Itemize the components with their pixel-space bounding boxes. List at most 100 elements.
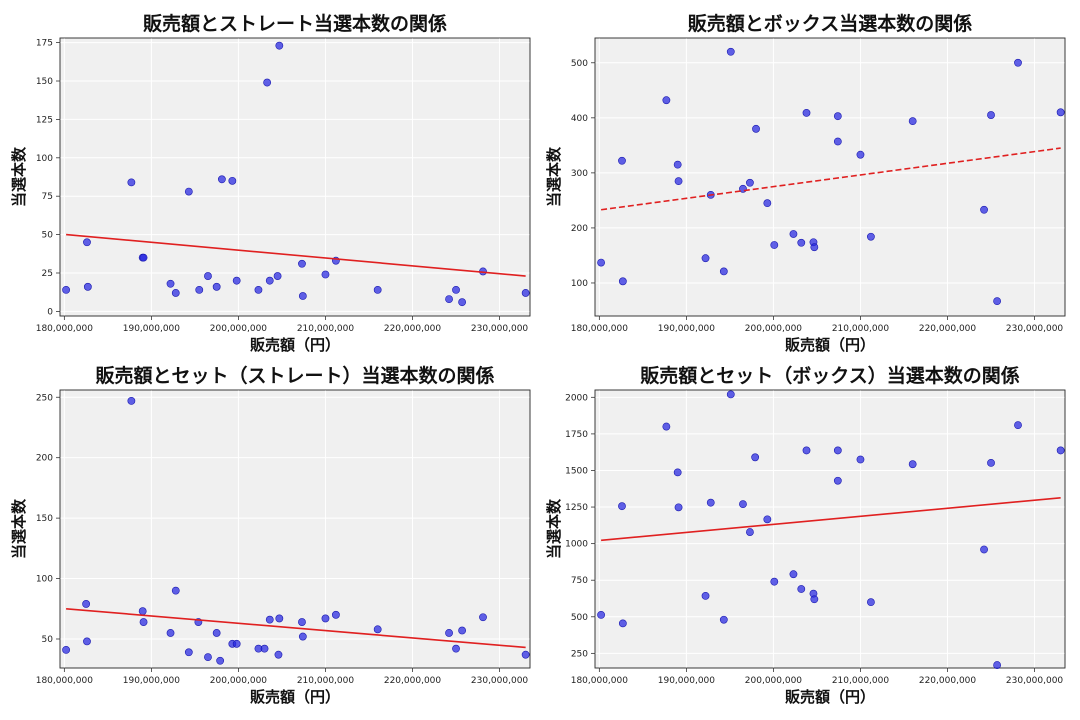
data-point	[521, 650, 530, 659]
data-point	[274, 650, 283, 659]
data-point	[797, 585, 806, 593]
x-axis-label: 販売額（円）	[250, 336, 340, 354]
y-tick-label: 1000	[565, 540, 588, 550]
data-point	[867, 598, 875, 607]
data-point	[171, 586, 180, 595]
y-tick-label: 250	[571, 649, 588, 659]
data-point	[739, 500, 747, 509]
data-point	[763, 515, 772, 524]
y-axis-label: 当選本数	[10, 498, 28, 559]
x-tick-label: 210,000,000	[297, 324, 355, 334]
data-point	[195, 285, 204, 294]
chart-title: 販売額とセット（ボックス）当選本数の関係	[640, 364, 1019, 387]
y-tick-label: 1500	[565, 466, 588, 476]
y-tick-label: 300	[571, 169, 588, 179]
data-point	[797, 238, 806, 247]
data-point	[856, 150, 865, 159]
data-point	[82, 600, 91, 608]
data-point	[987, 458, 995, 467]
x-tick-label: 230,000,000	[1006, 676, 1064, 686]
y-axis-label: 当選本数	[545, 498, 563, 559]
chart-panel-1: 180,000,000 190,000,000 200,000,000 210,000…	[10, 12, 531, 354]
y-tick-label: 0	[47, 307, 53, 317]
data-point	[127, 396, 136, 405]
data-point	[751, 453, 760, 462]
data-point	[83, 238, 91, 247]
data-point	[228, 176, 237, 185]
data-point	[980, 545, 988, 554]
data-point	[618, 502, 626, 511]
y-tick-label: 400	[571, 114, 588, 124]
data-point	[746, 528, 754, 536]
data-point	[726, 47, 735, 56]
data-point	[701, 591, 710, 600]
data-point	[138, 607, 147, 616]
data-point	[83, 282, 92, 291]
data-point	[1056, 446, 1065, 455]
data-point	[298, 618, 306, 626]
data-point	[373, 625, 382, 634]
data-point	[204, 272, 212, 280]
y-tick-label: 1250	[565, 503, 588, 513]
data-point	[83, 637, 91, 646]
data-point	[833, 476, 842, 485]
data-point	[662, 422, 671, 431]
trend-line	[600, 147, 1061, 211]
data-point	[62, 645, 70, 654]
data-point	[232, 639, 241, 648]
data-point	[673, 468, 682, 477]
data-point	[867, 232, 875, 241]
y-tick-label: 150	[36, 77, 53, 87]
data-point	[706, 498, 715, 507]
data-point	[833, 446, 842, 455]
data-point	[127, 178, 136, 187]
y-tick-label: 2000	[565, 393, 588, 403]
x-tick-label: 200,000,000	[210, 324, 268, 334]
x-axis-label: 販売額（円）	[785, 336, 875, 354]
data-point	[770, 241, 779, 249]
x-tick-label: 220,000,000	[919, 324, 977, 334]
data-point	[673, 160, 682, 169]
y-tick-label: 50	[42, 635, 54, 645]
data-point	[1014, 58, 1022, 67]
y-tick-label: 1750	[565, 430, 588, 440]
y-tick-label: 100	[36, 154, 53, 164]
data-point	[263, 78, 272, 87]
data-point	[856, 455, 865, 464]
x-tick-label: 230,000,000	[471, 324, 529, 334]
data-point	[521, 289, 530, 297]
y-tick-label: 500	[571, 613, 588, 623]
data-point	[216, 656, 225, 665]
x-axis-label: 販売額（円）	[785, 688, 875, 706]
data-point	[674, 503, 683, 512]
data-point	[452, 644, 460, 653]
data-point	[789, 570, 798, 579]
data-point	[980, 205, 988, 214]
data-point	[332, 610, 340, 619]
y-tick-label: 100	[571, 279, 588, 289]
data-point	[719, 267, 728, 276]
data-point	[321, 270, 330, 279]
data-point	[662, 96, 671, 105]
data-point	[618, 619, 627, 628]
y-tick-label: 25	[42, 269, 53, 279]
chart-title: 販売額とセット（ストレート）当選本数の関係	[95, 364, 494, 387]
data-point	[275, 41, 284, 50]
data-point	[445, 629, 453, 637]
data-point	[802, 446, 811, 455]
x-tick-label: 180,000,000	[571, 324, 629, 334]
data-point	[139, 618, 148, 626]
data-point	[726, 390, 735, 399]
data-point	[719, 615, 728, 624]
x-tick-label: 230,000,000	[1006, 324, 1064, 334]
chart-title: 販売額とストレート当選本数の関係	[143, 12, 447, 35]
x-tick-label: 220,000,000	[384, 324, 442, 334]
data-point	[789, 230, 798, 238]
data-point	[908, 460, 917, 469]
data-point	[597, 610, 605, 619]
data-point	[204, 653, 212, 662]
data-point	[993, 661, 1002, 669]
x-tick-label: 190,000,000	[123, 676, 181, 686]
plot-border	[594, 389, 1066, 669]
